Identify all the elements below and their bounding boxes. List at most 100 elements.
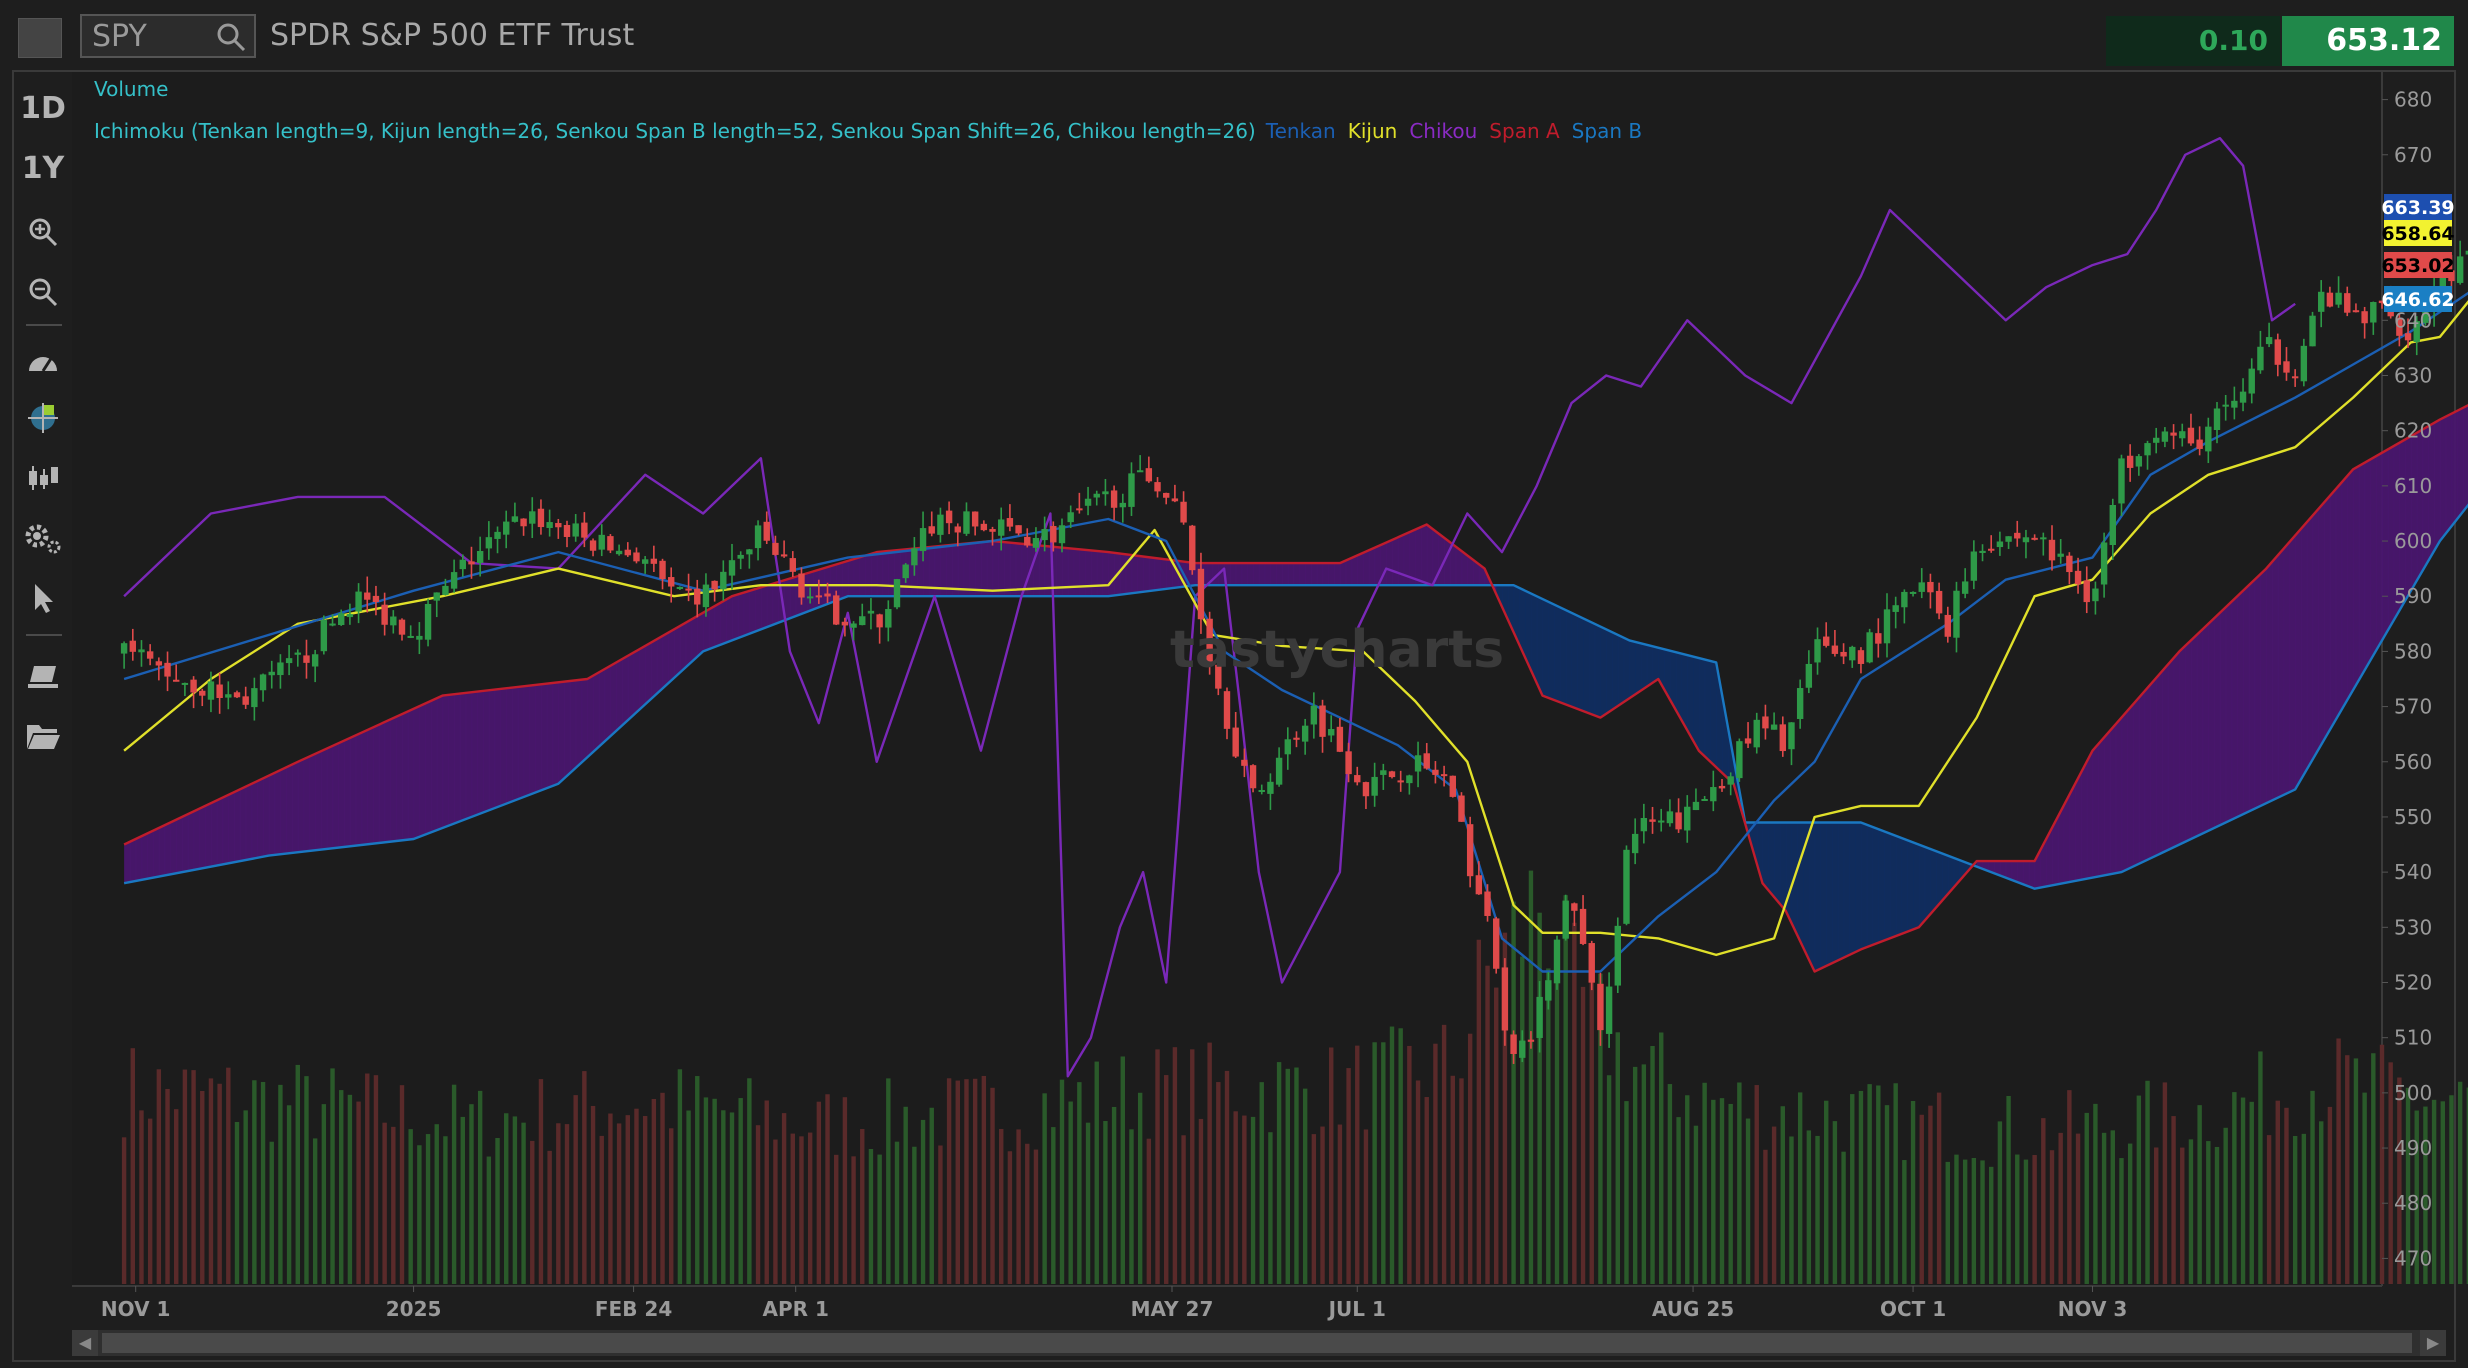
cloud-segment [1276, 563, 1283, 586]
candle-body [2352, 310, 2360, 313]
cloud-segment [176, 816, 183, 874]
cloud-segment [2306, 515, 2314, 770]
cloud-segment [1368, 547, 1376, 586]
volume-bar [286, 1105, 292, 1284]
volume-bar [1259, 1082, 1264, 1284]
cloud-segment [367, 727, 374, 845]
cloud-segment [448, 694, 455, 826]
ichimoku-study-label[interactable]: Ichimoku (Tenkan length=9, Kijun length=… [94, 119, 1256, 143]
candle-body [146, 651, 154, 659]
volume-bar [755, 1125, 761, 1284]
candlestick-type-icon[interactable] [14, 452, 72, 504]
cloud-segment [1467, 555, 1474, 586]
cloud-segment [1409, 529, 1416, 586]
cloud-segment [593, 672, 600, 753]
cloud-segment [2277, 548, 2285, 798]
settings-icon[interactable] [14, 512, 72, 564]
candle-body [1119, 502, 1126, 508]
scroll-thumb[interactable] [102, 1333, 2412, 1353]
candle-body [2422, 308, 2429, 323]
y-tick-label: 580 [2394, 639, 2432, 663]
volume-bar [1285, 1068, 1290, 1284]
volume-bar [1398, 1028, 1403, 1284]
zoom-out-icon[interactable] [14, 266, 72, 318]
cloud-segment [1374, 545, 1382, 586]
magnifier-icon[interactable] [214, 20, 248, 54]
x-tick-label: FEB 24 [595, 1297, 672, 1321]
cloud-segment [963, 543, 970, 597]
candle-body [2239, 391, 2247, 403]
cloud-segment [2393, 442, 2400, 621]
candle-body [2205, 426, 2212, 452]
cloud-segment [708, 606, 716, 650]
symbol-search-box[interactable] [80, 14, 256, 58]
horizontal-scrollbar[interactable]: ◀ ▶ [72, 1330, 2446, 1356]
cloud-segment [830, 564, 837, 603]
scroll-left-icon[interactable]: ◀ [72, 1330, 98, 1356]
candle-body [806, 596, 814, 599]
cloud-segment [2167, 658, 2175, 851]
volume-bar [1606, 1075, 1612, 1284]
cloud-segment [2185, 640, 2192, 842]
candle-body [615, 550, 623, 555]
legend-tenkan: Tenkan [1265, 119, 1336, 143]
cloud-segment [1096, 550, 1104, 597]
candle-body [2283, 361, 2290, 373]
eraser-icon[interactable] [14, 650, 72, 702]
cloud-segment [2416, 429, 2424, 581]
cloud-segment [859, 555, 866, 597]
candle-body [1718, 785, 1726, 789]
candle-body [650, 558, 658, 564]
y-tick-label: 540 [2394, 860, 2432, 884]
volume-bar [156, 1069, 162, 1284]
candle-body [1527, 1039, 1535, 1042]
volume-bar [1207, 1042, 1212, 1284]
volume-bar [2154, 1147, 2159, 1284]
range-1d-button[interactable]: 1D [20, 90, 66, 126]
cloud-segment [558, 681, 565, 784]
menu-square-icon[interactable] [18, 18, 62, 58]
volume-bar [504, 1113, 509, 1284]
cloud-segment [1826, 822, 1833, 966]
cloud-segment [2202, 623, 2209, 834]
candle-body [2170, 432, 2177, 436]
volume-bar [1641, 1064, 1647, 1284]
cloud-segment [1067, 548, 1075, 597]
candle-body [181, 682, 189, 685]
folder-open-icon[interactable] [14, 710, 72, 762]
cloud-segment [685, 619, 693, 668]
volume-bar [2188, 1139, 2194, 1284]
cloud-segment [1426, 524, 1434, 586]
volume-bar [1962, 1159, 1968, 1284]
volume-bar [269, 1141, 274, 1284]
candle-body [789, 558, 796, 572]
speedometer-icon[interactable] [14, 334, 72, 386]
crosshair-globe-icon[interactable] [14, 392, 72, 444]
candle-body [1449, 775, 1456, 797]
cloud-segment [2283, 542, 2290, 795]
candle-body [676, 586, 684, 589]
cloud-segment [2376, 452, 2383, 651]
candle-body [1623, 849, 1630, 924]
cloud-segment [1652, 646, 1659, 683]
cloud-segment [2353, 465, 2360, 691]
volume-bar [1554, 973, 1560, 1284]
symbol-input[interactable] [88, 16, 216, 56]
volume-study-label[interactable]: Volume [94, 77, 168, 101]
pointer-icon[interactable] [14, 572, 72, 624]
candle-body [1466, 824, 1474, 877]
cloud-segment [344, 737, 351, 847]
scroll-right-icon[interactable]: ▶ [2420, 1330, 2446, 1356]
candle-body [1206, 618, 1213, 664]
range-1y-button[interactable]: 1Y [21, 150, 65, 186]
zoom-in-icon[interactable] [14, 206, 72, 258]
candle-body [1918, 582, 1925, 592]
volume-bar [2275, 1100, 2280, 1284]
volume-bar [1103, 1121, 1108, 1284]
cloud-segment [222, 794, 229, 865]
candle-body [711, 580, 718, 590]
cloud-segment [1119, 553, 1127, 595]
volume-bars [121, 870, 2468, 1284]
volume-bar [1841, 1151, 1846, 1284]
